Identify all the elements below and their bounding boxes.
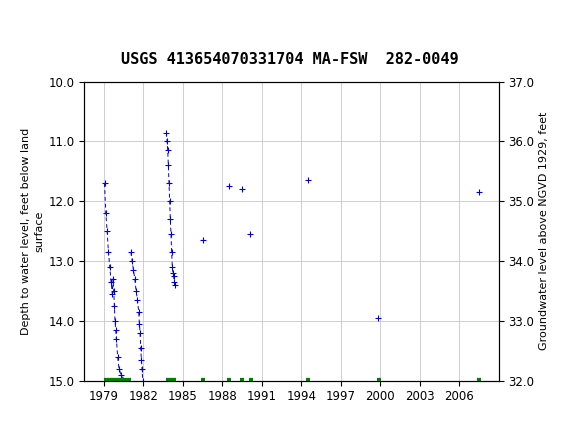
- Y-axis label: Depth to water level, feet below land
surface: Depth to water level, feet below land su…: [21, 128, 44, 335]
- Text: USGS: USGS: [9, 10, 56, 25]
- Y-axis label: Groundwater level above NGVD 1929, feet: Groundwater level above NGVD 1929, feet: [539, 112, 549, 350]
- FancyBboxPatch shape: [1, 5, 16, 30]
- Text: USGS 413654070331704 MA-FSW  282-0049: USGS 413654070331704 MA-FSW 282-0049: [121, 52, 459, 67]
- Legend: Period of approved data: Period of approved data: [196, 425, 387, 430]
